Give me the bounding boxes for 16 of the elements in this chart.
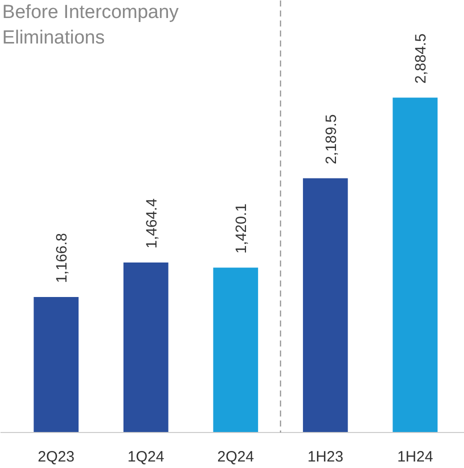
chart-subtitle: Before Intercompany Eliminations xyxy=(2,2,180,48)
data-label: 1,420.1 xyxy=(233,204,250,254)
x-tick-label: 1Q24 xyxy=(128,448,164,466)
bar xyxy=(302,178,348,432)
data-label: 2,884.5 xyxy=(412,34,430,84)
data-label: 2,189.5 xyxy=(322,114,340,164)
data-label: 1,464.4 xyxy=(143,198,160,248)
data-label: 1,166.8 xyxy=(54,232,71,284)
bar xyxy=(123,262,168,432)
x-tick-label: 2Q23 xyxy=(38,448,74,466)
bar xyxy=(392,98,438,432)
x-tick-label: 1H23 xyxy=(307,448,344,466)
bar xyxy=(213,268,258,432)
bar xyxy=(34,297,79,432)
x-tick-label: 1H24 xyxy=(397,448,434,466)
x-tick-label: 2Q24 xyxy=(217,448,254,466)
